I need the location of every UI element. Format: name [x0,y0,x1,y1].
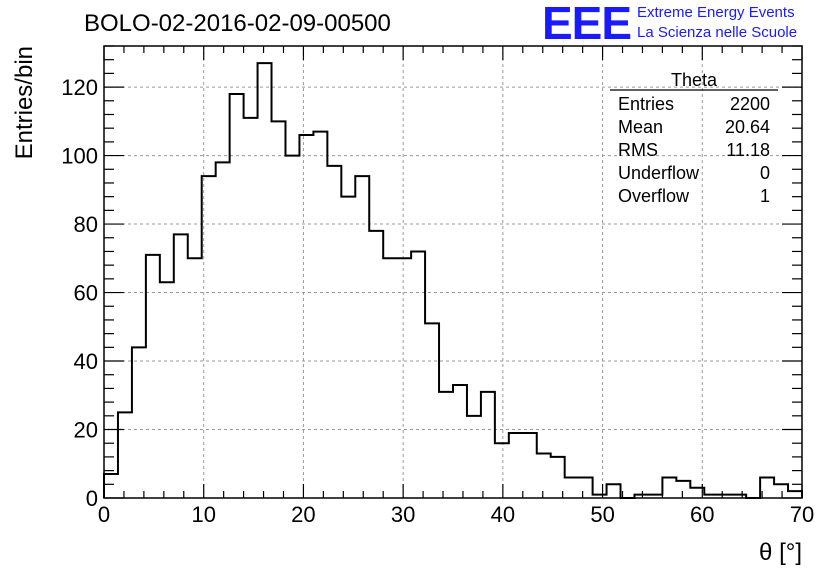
y-tick-label: 60 [74,281,98,306]
histogram-bin [160,282,174,498]
histogram-bin [202,176,216,498]
histogram-bin [383,258,397,498]
histogram-bin [258,63,272,498]
histogram-bin [118,412,132,498]
x-tick-label: 60 [690,502,714,527]
x-tick-label: 20 [291,502,315,527]
histogram-series [103,62,803,499]
grid [104,46,802,498]
stats-overflow-value: 1 [760,186,770,206]
histogram-bin [285,156,299,498]
stats-mean-label: Mean [618,117,663,137]
histogram-bin [537,453,551,498]
y-tick-label: 0 [86,486,98,511]
histogram-bin [425,323,439,498]
histogram-bin [662,477,676,498]
histogram-bin [341,197,355,498]
histogram-bin [509,433,523,498]
x-tick-label: 10 [191,502,215,527]
histogram-bin [607,484,621,498]
histogram-bin [313,132,327,498]
stats-box: Theta Entries 2200 Mean 20.64 RMS 11.18 … [610,70,778,206]
plot-frame [103,45,803,499]
y-tick-label: 80 [74,212,98,237]
stats-rms-label: RMS [618,140,658,160]
y-tick-label: 120 [61,75,98,100]
histogram-bin [132,347,146,498]
eee-logo: EEE [542,0,632,49]
histogram-bin [216,162,230,498]
histogram-bin [272,121,286,498]
histogram-bin [453,385,467,498]
histogram-bin [188,258,202,498]
stats-underflow-value: 0 [760,163,770,183]
histogram-bin [774,484,788,498]
histogram-bin [174,234,188,498]
x-tick-label: 0 [98,502,110,527]
histogram-title: BOLO-02-2016-02-09-00500 [84,10,391,37]
logo-caption-line2: La Scienza nelle Scuole [637,24,798,41]
histogram-bin [467,416,481,498]
x-tick-label: 70 [790,502,814,527]
histogram-bin [411,251,425,498]
stats-entries-value: 2200 [730,94,770,114]
logo-caption-line1: Extreme Energy Events [637,4,795,21]
histogram-bin [299,135,313,498]
y-tick-label: 20 [74,418,98,443]
stats-box-title: Theta [671,70,718,90]
stats-overflow-label: Overflow [618,186,690,206]
stats-rms-value: 11.18 [726,140,770,160]
histogram-bin [439,392,453,498]
histogram-bin [397,258,411,498]
histogram-bin [481,392,495,498]
histogram-bin [355,176,369,498]
x-tick-label: 40 [491,502,515,527]
axis-ticks [103,45,803,499]
histogram-bin [579,477,593,498]
histogram-bin [230,94,244,498]
histogram-bin [495,443,509,498]
histogram-step-line [103,62,803,499]
histogram-bin [146,255,160,498]
histogram-bin [369,231,383,498]
x-tick-label: 30 [391,502,415,527]
histogram-bin [565,477,579,498]
histogram-bin [788,491,802,498]
histogram-bin [244,118,258,498]
stats-underflow-label: Underflow [618,163,700,183]
histogram-bin [676,481,690,498]
stats-entries-label: Entries [618,94,674,114]
x-tick-label: 50 [590,502,614,527]
histogram-bin [104,474,118,498]
y-tick-label: 40 [74,349,98,374]
y-tick-label: 100 [61,144,98,169]
histogram-bin [523,433,537,498]
histogram-bin [327,166,341,498]
x-axis-title: θ [°] [759,539,802,566]
y-axis-title: Entries/bin [11,46,38,159]
stats-mean-value: 20.64 [725,117,770,137]
